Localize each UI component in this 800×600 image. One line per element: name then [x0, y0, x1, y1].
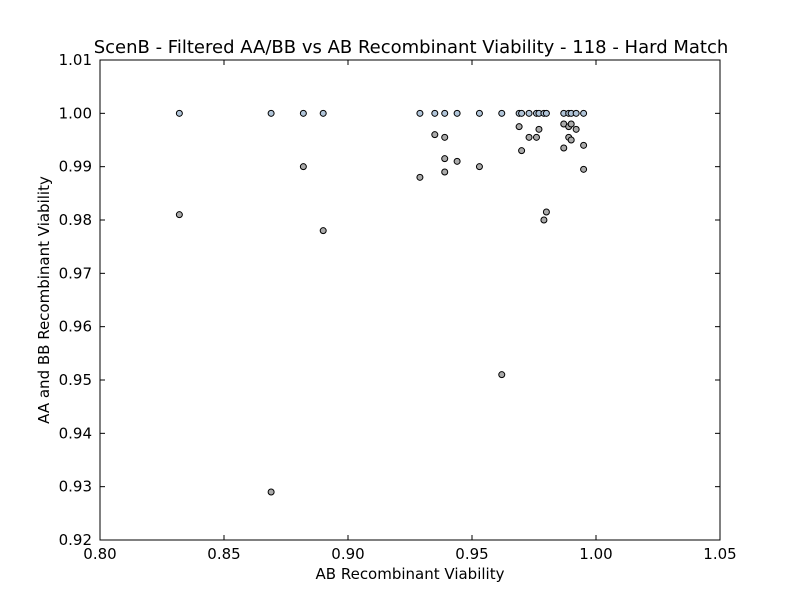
data-point [267, 488, 275, 496]
y-tick-label: 0.96 [59, 318, 92, 336]
data-point [441, 133, 449, 141]
y-tick-label: 0.97 [59, 264, 92, 282]
data-point [560, 144, 568, 152]
x-tick-label: 1.00 [579, 545, 612, 563]
y-tick-label: 0.95 [59, 371, 92, 389]
data-point [475, 163, 483, 171]
data-point [267, 109, 275, 117]
data-point [518, 109, 526, 117]
data-point [475, 109, 483, 117]
y-tick-label: 0.92 [59, 531, 92, 549]
x-tick-label: 0.85 [207, 545, 240, 563]
data-point [542, 208, 550, 216]
y-tick-label: 1.00 [59, 104, 92, 122]
data-point [518, 147, 526, 155]
data-point [515, 123, 523, 131]
data-point [532, 133, 540, 141]
data-point [431, 109, 439, 117]
data-point [542, 109, 550, 117]
y-tick-label: 0.94 [59, 424, 92, 442]
data-point [319, 109, 327, 117]
data-point [572, 125, 580, 133]
data-point [525, 133, 533, 141]
y-axis-title: AA and BB Recombinant Viability [35, 176, 53, 424]
y-tick-label: 1.01 [59, 51, 92, 69]
data-point [498, 109, 506, 117]
x-axis-title: AB Recombinant Viability [316, 565, 505, 583]
y-tick-label: 0.93 [59, 478, 92, 496]
data-points [175, 109, 588, 496]
data-point [441, 155, 449, 163]
y-tick-label: 0.99 [59, 158, 92, 176]
data-point [580, 141, 588, 149]
data-point [431, 131, 439, 139]
data-point [567, 136, 575, 144]
data-point [540, 216, 548, 224]
data-point [453, 109, 461, 117]
data-point [416, 173, 424, 181]
data-point [580, 165, 588, 173]
data-point [175, 109, 183, 117]
x-tick-label: 0.90 [331, 545, 364, 563]
data-point [299, 163, 307, 171]
x-tick-label: 0.95 [455, 545, 488, 563]
data-point [441, 168, 449, 176]
data-point [319, 227, 327, 235]
y-tick-label: 0.98 [59, 211, 92, 229]
axis-ticks: 0.80 0.85 0.90 0.95 1.00 1.05 0.92 0.93 0.94 0.95… [59, 51, 737, 563]
data-point [453, 157, 461, 165]
data-point [535, 125, 543, 133]
chart-title: ScenB - Filtered AA/BB vs AB Recombinant… [94, 37, 729, 58]
data-point [525, 109, 533, 117]
data-point [416, 109, 424, 117]
data-point [572, 109, 580, 117]
x-tick-label: 1.05 [703, 545, 736, 563]
data-point [580, 109, 588, 117]
data-point [299, 109, 307, 117]
plot-area [99, 59, 721, 541]
data-point [441, 109, 449, 117]
data-point [567, 120, 575, 128]
x-tick-label: 0.80 [83, 545, 116, 563]
data-point [498, 371, 506, 379]
data-point [175, 211, 183, 219]
